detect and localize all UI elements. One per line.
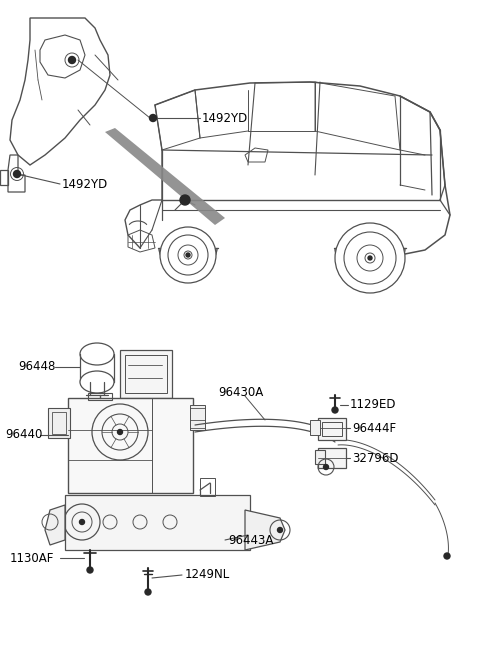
Circle shape [118,430,122,434]
Circle shape [335,223,405,293]
Circle shape [444,553,450,559]
Circle shape [277,527,283,533]
Text: 1129ED: 1129ED [350,398,396,411]
Text: 96443A: 96443A [228,534,274,546]
Text: 96444F: 96444F [352,422,396,434]
Circle shape [80,519,84,525]
Bar [120,350,172,398]
Circle shape [15,172,19,176]
Polygon shape [105,128,225,225]
Text: 1130AF: 1130AF [10,552,54,565]
Text: 1492YD: 1492YD [202,111,248,124]
Polygon shape [245,510,285,550]
Circle shape [69,56,75,64]
Ellipse shape [80,371,114,393]
Circle shape [145,589,151,595]
Bar [322,422,342,436]
Circle shape [149,115,156,121]
Circle shape [13,170,21,178]
Circle shape [332,407,338,413]
Text: 96440: 96440 [5,428,42,441]
Bar [318,448,346,468]
Text: 1492YD: 1492YD [62,178,108,191]
Circle shape [87,567,93,573]
Circle shape [160,227,216,283]
Bar [125,355,167,393]
Circle shape [180,195,190,205]
Bar [52,412,66,434]
Bar [315,450,325,464]
Circle shape [324,464,328,470]
Circle shape [186,253,190,257]
Bar [88,393,112,400]
Bar [48,408,70,438]
Polygon shape [45,505,65,545]
Bar [200,478,215,496]
Bar [318,418,346,440]
Text: 96430A: 96430A [218,386,263,400]
Text: 1249NL: 1249NL [185,569,230,582]
Bar [65,495,250,550]
Text: 96448: 96448 [18,360,55,373]
Bar [68,398,193,493]
Circle shape [368,256,372,260]
Bar [190,405,205,430]
Bar [310,420,320,435]
Text: 32796D: 32796D [352,451,398,464]
